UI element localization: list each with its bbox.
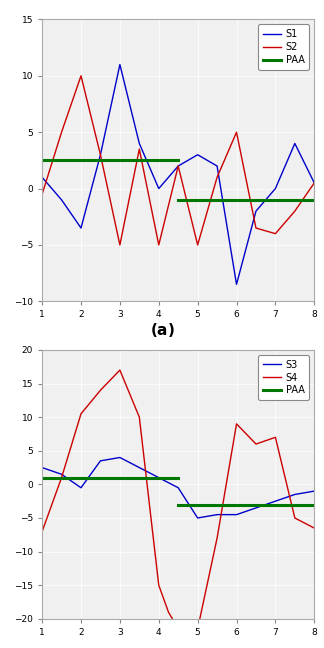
- S4: [312, 524, 316, 532]
- S3: [60, 470, 64, 478]
- S1: [215, 162, 219, 170]
- PAA: [176, 474, 180, 481]
- S2: [235, 128, 238, 136]
- S2: [79, 72, 83, 80]
- S1: [312, 179, 316, 187]
- S4: [293, 514, 297, 522]
- PAA: [40, 474, 44, 481]
- S4: [196, 625, 200, 633]
- S4: [254, 440, 258, 448]
- Text: $\mathbf{(a)}$: $\mathbf{(a)}$: [150, 321, 174, 340]
- S2: [40, 191, 44, 198]
- S4: [137, 413, 141, 421]
- S2: [196, 241, 200, 249]
- S4: [157, 581, 161, 589]
- S2: [176, 162, 180, 170]
- S3: [312, 487, 316, 495]
- S1: [196, 151, 200, 159]
- S3: [137, 464, 141, 472]
- S3: [157, 474, 161, 481]
- S3: [118, 454, 122, 461]
- Legend: S1, S2, PAA: S1, S2, PAA: [259, 25, 309, 70]
- S1: [167, 174, 170, 181]
- S3: [254, 504, 258, 512]
- S4: [273, 434, 277, 441]
- S4: [215, 534, 219, 542]
- Legend: S3, S4, PAA: S3, S4, PAA: [259, 355, 309, 400]
- Line: S1: S1: [42, 65, 314, 284]
- S2: [118, 241, 122, 249]
- S1: [40, 174, 44, 181]
- Line: S4: S4: [42, 370, 314, 629]
- S4: [118, 366, 122, 374]
- S2: [254, 224, 258, 232]
- S1: [254, 207, 258, 215]
- S4: [176, 625, 180, 633]
- PAA: [176, 157, 180, 165]
- S2: [273, 230, 277, 238]
- S2: [215, 174, 219, 181]
- S1: [79, 224, 83, 232]
- PAA: [40, 157, 44, 165]
- S1: [60, 196, 64, 203]
- S3: [79, 484, 83, 492]
- S4: [98, 386, 102, 394]
- S2: [293, 207, 297, 215]
- S3: [273, 497, 277, 505]
- S3: [235, 511, 238, 518]
- S1: [293, 139, 297, 147]
- S1: [235, 281, 238, 288]
- S2: [60, 128, 64, 136]
- S2: [98, 151, 102, 159]
- Line: S3: S3: [42, 457, 314, 518]
- Line: S2: S2: [42, 76, 314, 245]
- S1: [157, 185, 161, 192]
- S4: [40, 527, 44, 535]
- S4: [79, 410, 83, 418]
- S1: [137, 139, 141, 147]
- S4: [235, 420, 238, 428]
- S1: [176, 162, 180, 170]
- S2: [312, 179, 316, 187]
- S4: [167, 608, 170, 616]
- S3: [176, 484, 180, 492]
- S3: [40, 464, 44, 472]
- S3: [98, 457, 102, 465]
- S2: [157, 241, 161, 249]
- S1: [118, 61, 122, 69]
- S1: [98, 151, 102, 159]
- S1: [273, 185, 277, 192]
- S2: [137, 145, 141, 153]
- S3: [293, 491, 297, 498]
- S4: [60, 474, 64, 481]
- S3: [196, 514, 200, 522]
- S3: [215, 511, 219, 518]
